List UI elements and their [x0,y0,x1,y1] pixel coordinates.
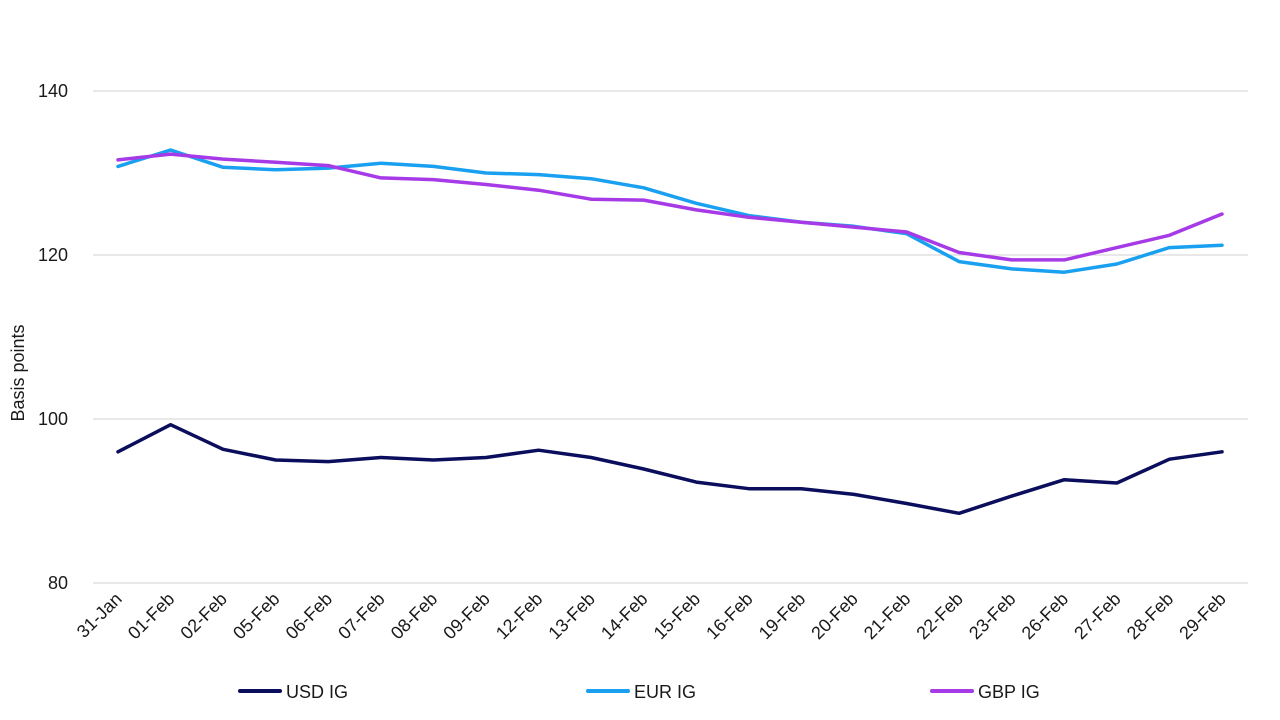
y-axis-title: Basis points [8,324,28,421]
gridlines [93,90,1248,584]
legend-label: GBP IG [978,682,1040,702]
x-tick-label: 20-Feb [807,589,861,643]
x-tick-label: 16-Feb [702,589,756,643]
x-tick-label: 22-Feb [912,589,966,643]
x-tick-label: 29-Feb [1175,589,1229,643]
x-tick-label: 06-Feb [282,589,336,643]
series-line-gbp-ig [116,152,1224,262]
y-axis-ticks: 80 100 120 140 [38,81,68,593]
y-tick-label: 120 [38,245,68,265]
x-tick-label: 27-Feb [1070,589,1124,643]
x-tick-label: 31-Jan [73,589,126,642]
legend-label: EUR IG [634,682,696,702]
y-tick-label: 80 [48,573,68,593]
legend: USD IG EUR IG GBP IG [238,682,1040,702]
x-tick-label: 23-Feb [965,589,1019,643]
x-axis-ticks: 31-Jan01-Feb02-Feb05-Feb06-Feb07-Feb08-F… [73,589,1230,643]
x-tick-label: 05-Feb [229,589,283,643]
x-tick-label: 26-Feb [1018,589,1072,643]
x-tick-label: 19-Feb [755,589,809,643]
x-tick-label: 09-Feb [439,589,493,643]
series-line-usd-ig [116,422,1224,516]
x-tick-label: 12-Feb [492,589,546,643]
x-tick-label: 15-Feb [650,589,704,643]
legend-label: USD IG [286,682,348,702]
x-tick-label: 21-Feb [860,589,914,643]
series-line-eur-ig [116,148,1224,274]
x-tick-label: 14-Feb [597,589,651,643]
y-tick-label: 100 [38,409,68,429]
series-lines [116,148,1224,516]
x-tick-label: 01-Feb [124,589,178,643]
x-tick-label: 08-Feb [387,589,441,643]
x-tick-label: 07-Feb [334,589,388,643]
x-tick-label: 28-Feb [1123,589,1177,643]
x-tick-label: 13-Feb [544,589,598,643]
x-tick-label: 02-Feb [176,589,230,643]
y-tick-label: 140 [38,81,68,101]
